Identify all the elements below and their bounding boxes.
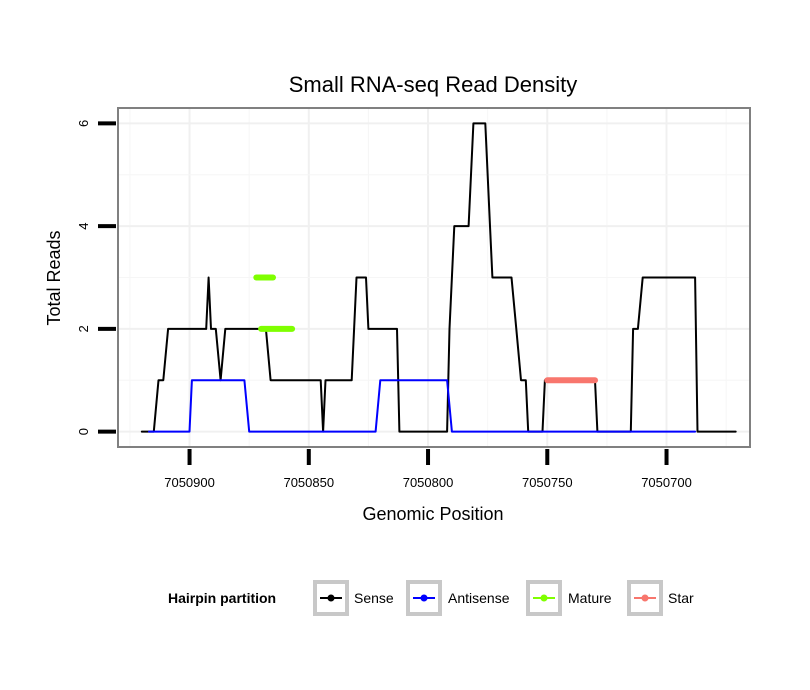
y-tick-label: 4 [76,223,91,230]
legend-title: Hairpin partition [168,590,276,606]
plot-series [140,122,737,433]
y-axis-ticks: 0 2 4 6 [76,120,116,435]
legend-label-antisense: Antisense [448,590,510,606]
x-tick-label: 7050750 [522,475,573,490]
series-antisense-line [148,379,697,433]
y-tick-label: 2 [76,325,91,332]
y-tick-label: 0 [76,428,91,435]
legend-key-dot [540,594,548,602]
x-axis-ticks: 7050900 7050850 7050800 7050750 7050700 [164,449,692,490]
x-tick-label: 7050700 [641,475,692,490]
x-tick-label: 7050800 [403,475,454,490]
plot-border [117,107,751,448]
legend-label-star: Star [668,590,694,606]
legend-label-sense: Sense [354,590,394,606]
series-sense-line [140,122,737,433]
legend: Hairpin partition Sense Antisense Mature St… [168,580,694,616]
y-tick-label: 6 [76,120,91,127]
legend-key-dot [641,594,649,602]
y-axis-title: Total Reads [44,230,64,325]
x-tick-label: 7050850 [283,475,334,490]
legend-label-mature: Mature [568,590,612,606]
grid [118,108,750,447]
x-axis-title: Genomic Position [362,504,503,524]
legend-key-dot [327,594,335,602]
x-tick-label: 7050900 [164,475,215,490]
legend-key-dot [420,594,428,602]
chart-title: Small RNA-seq Read Density [289,72,578,97]
